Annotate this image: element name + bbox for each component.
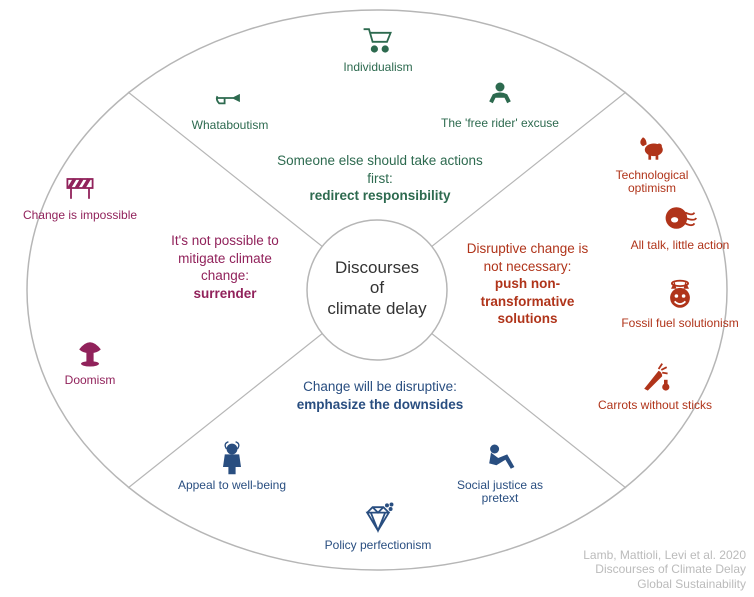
item-free-rider: The 'free rider' excuse (440, 78, 560, 130)
item-label: Whataboutism (192, 118, 269, 132)
item-all-talk: All talk, little action (620, 200, 740, 252)
item-tech-optimism: Technological optimism (592, 130, 712, 195)
point-icon (212, 80, 248, 116)
item-label: Carrots without sticks (598, 398, 712, 412)
person-icon (214, 440, 250, 476)
item-label: The 'free rider' excuse (441, 116, 559, 130)
item-social-justice: Social justice as pretext (440, 440, 560, 505)
quad-left-tag: It's not possible to mitigate climate ch… (171, 233, 279, 283)
quadrant-top-label: Someone else should take actions first: … (270, 152, 490, 205)
kneel-icon (482, 440, 518, 476)
quad-right-tag: Disruptive change is not necessary: (467, 241, 589, 274)
barrier-icon (62, 170, 98, 206)
center-title: Discoursesofclimate delay (327, 258, 427, 319)
item-carrots: Carrots without sticks (595, 360, 715, 412)
credit-line1: Lamb, Mattioli, Levi et al. 2020 (583, 548, 746, 562)
quadrant-bottom-label: Change will be disruptive: emphasize the… (265, 378, 495, 413)
item-individualism: Individualism (318, 22, 438, 74)
talk-icon (662, 200, 698, 236)
cart-icon (360, 22, 396, 58)
item-whataboutism: Whataboutism (170, 80, 290, 132)
item-label: Doomism (65, 373, 116, 387)
carrot-icon (637, 360, 673, 396)
item-label: Individualism (343, 60, 412, 74)
mushroom-icon (72, 335, 108, 371)
quad-top-action: redirect responsibility (309, 188, 450, 203)
item-well-being: Appeal to well-being (172, 440, 292, 492)
quad-bottom-action: emphasize the downsides (297, 397, 464, 412)
shrug-icon (482, 78, 518, 114)
diagram-root: { "diagram": { "center_title": "Discours… (0, 0, 754, 597)
diamond-icon (360, 500, 396, 536)
item-label: Technological optimism (616, 168, 689, 195)
item-label: Policy perfectionism (325, 538, 432, 552)
credit-line3: Global Sustainability (637, 577, 746, 591)
center-title-text: Discoursesofclimate delay (327, 258, 426, 318)
item-label: Social justice as pretext (457, 478, 543, 505)
item-perfectionism: Policy perfectionism (318, 500, 438, 552)
credit-block: Lamb, Mattioli, Levi et al. 2020 Discour… (583, 548, 746, 591)
item-label: All talk, little action (631, 238, 730, 252)
credit-line2: Discourses of Climate Delay (595, 562, 746, 576)
devil-icon (662, 278, 698, 314)
quad-left-action: surrender (193, 286, 256, 301)
quadrant-left-label: It's not possible to mitigate climate ch… (160, 232, 290, 302)
item-label: Appeal to well-being (178, 478, 286, 492)
item-doomism: Doomism (30, 335, 150, 387)
item-impossible: Change is impossible (20, 170, 140, 222)
quad-right-action: push non-transformative solutions (481, 276, 575, 326)
quadrant-right-label: Disruptive change is not necessary: push… (460, 240, 595, 328)
item-fossil-solutionism: Fossil fuel solutionism (620, 278, 740, 330)
item-label: Change is impossible (23, 208, 137, 222)
quad-top-tag: Someone else should take actions first: (277, 153, 483, 186)
flying-pig-icon (634, 130, 670, 166)
item-label: Fossil fuel solutionism (621, 316, 738, 330)
quad-bottom-tag: Change will be disruptive: (303, 379, 457, 394)
